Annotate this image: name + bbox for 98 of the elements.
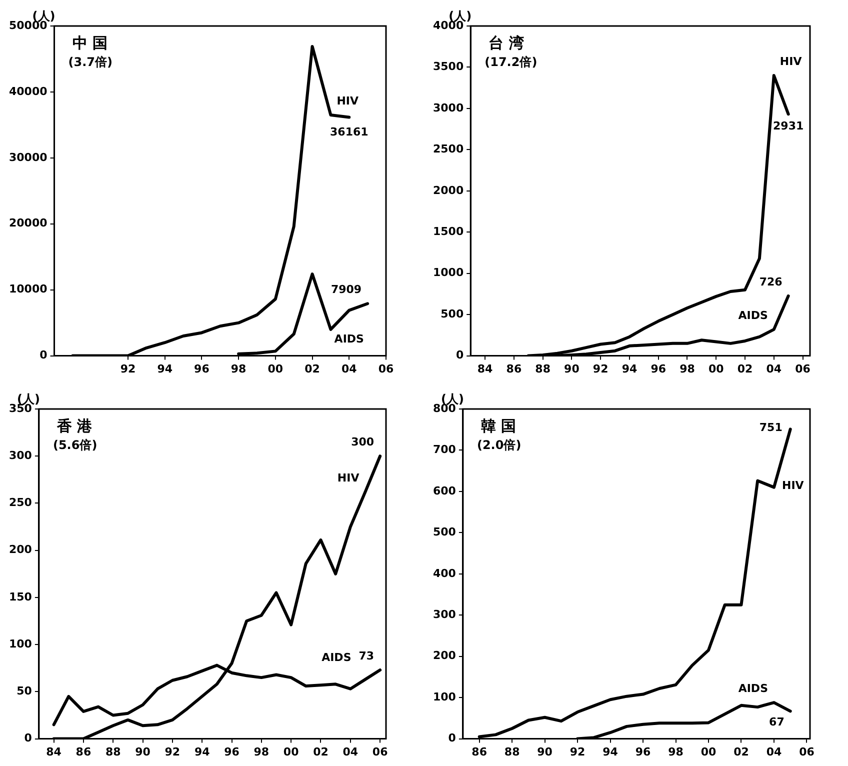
data-label: 67 [769,716,784,729]
text: 中 国 [72,34,108,52]
text: (2.0倍) [476,438,522,452]
x-tick-label: 88 [504,745,520,758]
y-tick-label: 3000 [432,101,464,114]
x-tick-label: 98 [680,362,695,376]
x-tick-label: 02 [734,745,749,758]
y-tick-label: 600 [432,484,456,498]
x-tick-label: 84 [477,362,494,376]
series-label: HIV [337,471,360,484]
x-tick-label: 92 [164,745,180,758]
y-tick-label: 250 [8,496,32,510]
x-tick-label: 96 [650,362,666,376]
y-tick-label: 300 [432,608,456,621]
x-tick-label: 00 [268,362,284,376]
x-tick-label: 96 [635,745,652,758]
x-tick-label: 94 [602,745,618,758]
data-label: 36161 [330,126,368,139]
data-label: 300 [351,435,374,448]
x-tick-label: 00 [708,362,724,376]
y-tick-label: 400 [432,566,456,580]
x-tick-label: 04 [342,745,358,758]
y-tick-label: 700 [432,443,456,456]
y-tick-label: 30000 [8,150,48,164]
y-tick-label: 200 [8,543,32,556]
y-tick-label: 500 [432,526,456,539]
y-tick-label: 0 [448,732,456,745]
y-tick-label: 100 [432,690,456,704]
x-tick-label: 00 [700,745,717,758]
x-tick-label: 94 [194,745,210,758]
x-tick-label: 96 [224,745,240,758]
x-tick-label: 04 [766,362,782,376]
text: 香 港 [56,417,94,435]
x-tick-label: 06 [372,745,388,758]
x-tick-label: 06 [378,362,394,376]
x-tick-label: 86 [472,745,488,758]
x-tick-label: 94 [157,362,173,376]
data-label: 726 [759,275,783,288]
x-tick-label: 90 [537,745,553,758]
x-tick-label: 86 [76,745,92,758]
y-tick-label: 0 [456,348,464,362]
y-axis-title: (人) [448,9,472,23]
y-tick-label: 1500 [432,224,464,238]
series-label: AIDS [322,650,352,664]
text: (3.7倍) [68,55,113,69]
text: 台 湾 [488,34,524,52]
x-tick-label: 92 [592,362,608,376]
y-tick-label: 40000 [8,84,48,98]
series-label: AIDS [334,332,364,346]
x-tick-label: 02 [737,362,753,376]
y-tick-label: 3500 [432,60,464,74]
x-tick-label: 98 [230,362,246,376]
y-tick-label: 1000 [432,266,464,280]
y-tick-label: 100 [8,637,32,650]
series-label: AIDS [738,682,768,695]
x-tick-label: 06 [799,745,815,758]
x-tick-label: 92 [120,362,136,376]
x-tick-label: 98 [254,745,270,758]
x-tick-label: 90 [564,362,580,376]
y-tick-label: 300 [8,448,32,462]
series-label: HIV [780,54,802,68]
y-tick-label: 20000 [8,216,48,230]
x-tick-label: 96 [194,362,210,376]
x-tick-label: 04 [341,362,358,376]
y-tick-label: 2500 [432,142,464,156]
x-tick-label: 92 [570,745,586,758]
x-tick-label: 84 [46,745,62,758]
data-label: 751 [759,421,782,434]
x-tick-label: 06 [795,362,811,376]
text: (5.6倍) [52,438,98,452]
y-tick-label: 150 [8,590,32,604]
text: 韓 国 [480,417,516,435]
x-tick-label: 88 [535,362,550,376]
y-tick-label: 50 [16,684,32,698]
x-tick-label: 98 [668,745,684,758]
y-tick-label: 0 [24,732,32,745]
y-tick-label: 0 [40,348,48,362]
x-tick-label: 88 [105,745,121,758]
data-label: 7909 [330,282,362,296]
data-label: 73 [358,649,374,662]
y-axis-title: (人) [440,392,464,406]
series-label: AIDS [738,308,768,322]
series-label: HIV [782,479,804,492]
y-tick-label: 2000 [432,184,464,197]
text: (17.2倍) [484,55,538,69]
x-tick-label: 02 [313,745,328,758]
x-tick-label: 04 [766,745,782,758]
y-tick-label: 10000 [8,282,48,296]
x-tick-label: 94 [622,362,638,376]
x-tick-label: 02 [304,362,320,376]
x-tick-label: 00 [283,745,300,758]
y-tick-label: 500 [440,307,464,320]
series-label: HIV [336,94,360,108]
x-tick-label: 90 [135,745,151,758]
y-axis-title: (人) [32,9,56,23]
x-tick-label: 86 [506,362,522,376]
y-tick-label: 200 [432,649,456,662]
data-label: 2931 [773,120,804,132]
